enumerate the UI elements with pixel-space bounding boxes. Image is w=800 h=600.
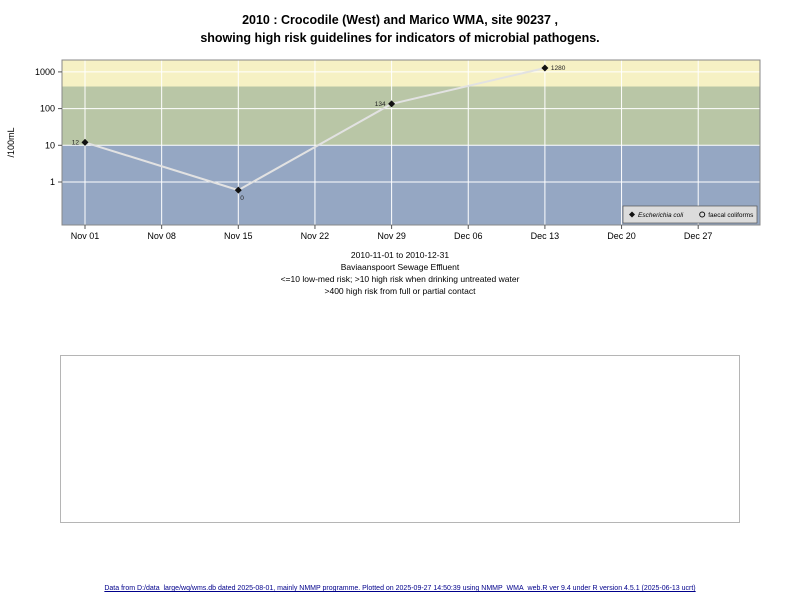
footer-note: Data from D:/data_large/wq/wms.db dated … bbox=[104, 585, 696, 592]
x-tick-label: Nov 01 bbox=[71, 231, 100, 241]
series-line bbox=[84, 66, 546, 192]
caption-site-name: Baviaanspoort Sewage Effluent bbox=[340, 262, 460, 272]
x-tick-label: Nov 29 bbox=[377, 231, 406, 241]
pathogen-time-series-chart: Nov 01 Nov 08 Nov 15 Nov 22 Nov 29 Dec 06 Dec … bbox=[6, 59, 761, 241]
x-tick-label: Nov 22 bbox=[301, 231, 330, 241]
chart-caption: 2010-11-01 to 2010-12-31 Baviaanspoort S… bbox=[0, 249, 800, 297]
legend-diamond-icon bbox=[629, 211, 635, 218]
data-point-label: 1280 bbox=[551, 65, 566, 72]
empty-panel bbox=[60, 355, 740, 523]
legend-label: faecal coliforms bbox=[708, 212, 754, 219]
risk-band-high bbox=[62, 60, 760, 87]
y-tick-label: 1000 bbox=[35, 67, 55, 77]
y-tick-label: 10 bbox=[45, 140, 55, 150]
data-point-diamond bbox=[541, 64, 549, 72]
plot-border bbox=[61, 59, 761, 226]
caption-risk-note-1: <=10 low-med risk; >10 high risk when dr… bbox=[280, 274, 520, 284]
x-tick-label: Nov 08 bbox=[147, 231, 176, 241]
y-tick-label: 1 bbox=[50, 177, 55, 187]
x-tick-label: Dec 06 bbox=[454, 231, 483, 241]
data-point-label: 0 bbox=[240, 195, 244, 202]
x-tick-label: Dec 27 bbox=[684, 231, 713, 241]
legend-box bbox=[622, 205, 758, 224]
data-point-diamond bbox=[81, 138, 89, 146]
x-tick-label: Dec 13 bbox=[531, 231, 560, 241]
data-point-diamond bbox=[234, 186, 242, 194]
data-point-diamond bbox=[388, 100, 396, 108]
chart-title-line1: 2010 : Crocodile (West) and Marico WMA, … bbox=[242, 13, 558, 27]
x-tick-label: Nov 15 bbox=[224, 231, 253, 241]
chart-title: 2010 : Crocodile (West) and Marico WMA, … bbox=[0, 11, 800, 47]
x-tick-label: Dec 20 bbox=[607, 231, 636, 241]
caption-date-range: 2010-11-01 to 2010-12-31 bbox=[350, 250, 450, 260]
data-point-label: 134 bbox=[375, 101, 386, 108]
legend: Escherichia coli faecal coliforms bbox=[622, 205, 758, 224]
y-axis-label: /100mL bbox=[6, 127, 16, 157]
data-point-label: 12 bbox=[72, 139, 80, 146]
chart-title-line2: showing high risk guidelines for indicat… bbox=[200, 31, 600, 45]
risk-band-med bbox=[62, 86, 760, 146]
y-tick-label: 100 bbox=[40, 104, 55, 114]
legend-circle-icon bbox=[699, 211, 706, 218]
caption-risk-note-2: >400 high risk from full or partial cont… bbox=[324, 286, 476, 296]
legend-label: Escherichia coli bbox=[638, 212, 684, 219]
